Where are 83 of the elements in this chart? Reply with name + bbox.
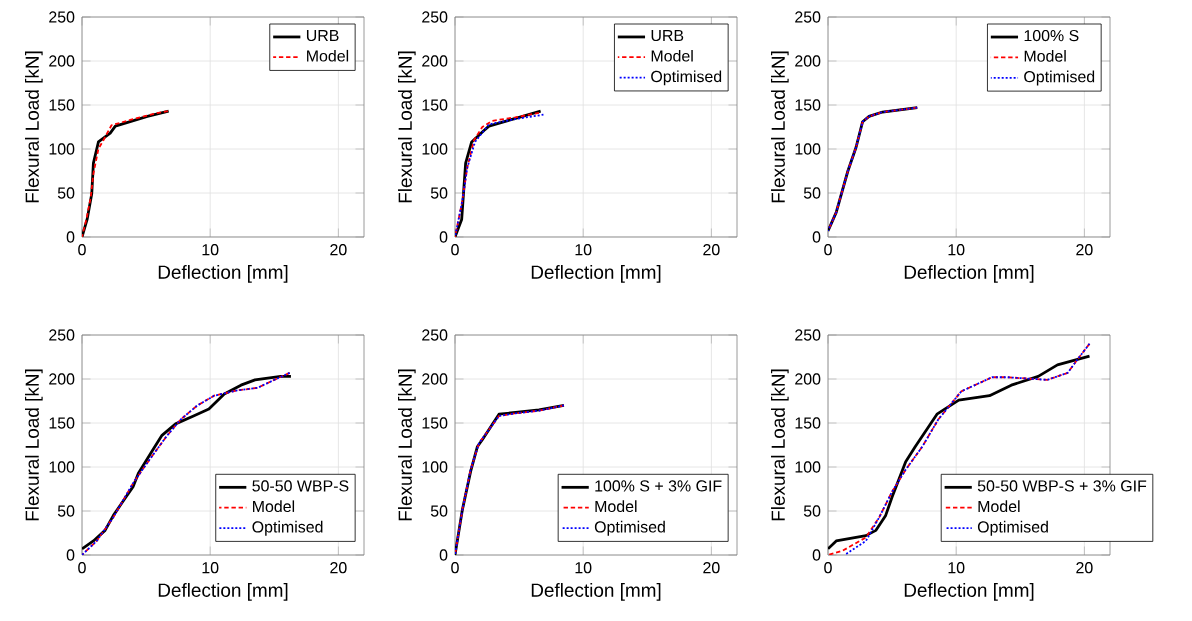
y-tick-label: 250 xyxy=(49,329,75,341)
y-tick-label: 200 xyxy=(422,373,448,385)
y-tick-label: 100 xyxy=(49,143,75,155)
x-axis-title: Deflection [mm] xyxy=(158,583,288,601)
x-tick-label: 10 xyxy=(948,562,965,574)
y-axis-title: Flexural Load [kN] xyxy=(398,51,416,203)
x-tick-label: 10 xyxy=(202,244,219,256)
y-tick-label: 250 xyxy=(422,11,448,23)
y-tick-label: 200 xyxy=(422,55,448,67)
x-axis-title: Deflection [mm] xyxy=(904,583,1034,601)
x-tick-label: 0 xyxy=(78,562,86,574)
y-tick-label: 150 xyxy=(49,99,75,111)
legend-label: Model xyxy=(307,49,349,62)
y-tick-label: 100 xyxy=(795,461,821,473)
y-tick-label: 100 xyxy=(49,461,75,473)
legend-label: Model xyxy=(595,500,637,513)
x-tick-label: 0 xyxy=(451,562,459,574)
y-axis-title: Flexural Load [kN] xyxy=(398,369,416,521)
x-tick-label: 20 xyxy=(330,244,347,256)
y-tick-label: 250 xyxy=(422,329,448,341)
x-tick-label: 20 xyxy=(703,244,720,256)
y-tick-label: 150 xyxy=(422,99,448,111)
x-tick-label: 20 xyxy=(330,562,347,574)
y-tick-label: 200 xyxy=(795,55,821,67)
legend-label: Model xyxy=(253,500,295,513)
legend-label: 50-50 WBP-S xyxy=(252,480,349,492)
x-tick-label: 20 xyxy=(1076,562,1093,574)
y-tick-label: 50 xyxy=(430,187,448,199)
y-tick-label: 0 xyxy=(812,231,821,243)
y-tick-label: 0 xyxy=(439,231,448,243)
x-tick-label: 10 xyxy=(948,244,965,256)
y-tick-label: 50 xyxy=(57,505,75,517)
y-tick-label: 0 xyxy=(66,231,75,243)
x-tick-label: 10 xyxy=(575,244,592,256)
y-tick-label: 200 xyxy=(795,373,821,385)
y-tick-label: 150 xyxy=(422,417,448,429)
legend-label: Model xyxy=(978,500,1020,513)
x-tick-label: 0 xyxy=(451,244,459,256)
legend-label: 50-50 WBP-S + 3% GIF xyxy=(977,480,1147,492)
x-axis-title: Deflection [mm] xyxy=(531,583,661,601)
x-tick-label: 0 xyxy=(78,244,86,256)
y-axis-title: Flexural Load [kN] xyxy=(771,369,789,521)
y-tick-label: 50 xyxy=(430,505,448,517)
legend-label: Model xyxy=(651,49,693,62)
y-tick-label: 50 xyxy=(803,505,821,517)
legend-label: URB xyxy=(651,29,684,42)
y-tick-label: 200 xyxy=(49,373,75,385)
y-axis-title: Flexural Load [kN] xyxy=(25,51,43,203)
x-tick-label: 0 xyxy=(824,562,832,574)
y-axis-title: Flexural Load [kN] xyxy=(771,51,789,203)
y-tick-label: 100 xyxy=(795,143,821,155)
legend-label: Optimised xyxy=(651,70,722,86)
y-tick-label: 0 xyxy=(439,549,448,561)
y-axis-title: Flexural Load [kN] xyxy=(25,369,43,521)
legend-label: Model xyxy=(1024,50,1066,62)
legend-label: 100% S xyxy=(1024,29,1079,42)
y-tick-label: 50 xyxy=(57,187,75,199)
y-tick-label: 150 xyxy=(795,417,821,429)
x-axis-title: Deflection [mm] xyxy=(158,265,288,283)
legend-label: Optimised xyxy=(252,520,323,536)
legend-label: URB xyxy=(306,29,339,42)
y-tick-label: 250 xyxy=(49,11,75,23)
y-tick-label: 100 xyxy=(422,461,448,473)
x-tick-label: 0 xyxy=(824,244,832,256)
y-tick-label: 100 xyxy=(422,143,448,155)
x-tick-label: 10 xyxy=(202,562,219,574)
x-tick-label: 20 xyxy=(1076,244,1093,256)
x-axis-title: Deflection [mm] xyxy=(531,265,661,283)
y-tick-label: 150 xyxy=(795,99,821,111)
legend-label: Optimised xyxy=(977,520,1048,536)
y-tick-label: 250 xyxy=(795,329,821,341)
legend-label: Optimised xyxy=(1024,70,1095,86)
legend-label: 100% S + 3% GIF xyxy=(595,480,722,492)
y-tick-label: 200 xyxy=(49,55,75,67)
y-tick-label: 50 xyxy=(803,187,821,199)
x-axis-title: Deflection [mm] xyxy=(904,265,1034,283)
y-tick-label: 150 xyxy=(49,417,75,429)
y-tick-label: 250 xyxy=(795,11,821,23)
y-tick-label: 0 xyxy=(66,549,75,561)
x-tick-label: 20 xyxy=(703,562,720,574)
legend-label: Optimised xyxy=(594,520,665,536)
y-tick-label: 0 xyxy=(812,549,821,561)
x-tick-label: 10 xyxy=(575,562,592,574)
